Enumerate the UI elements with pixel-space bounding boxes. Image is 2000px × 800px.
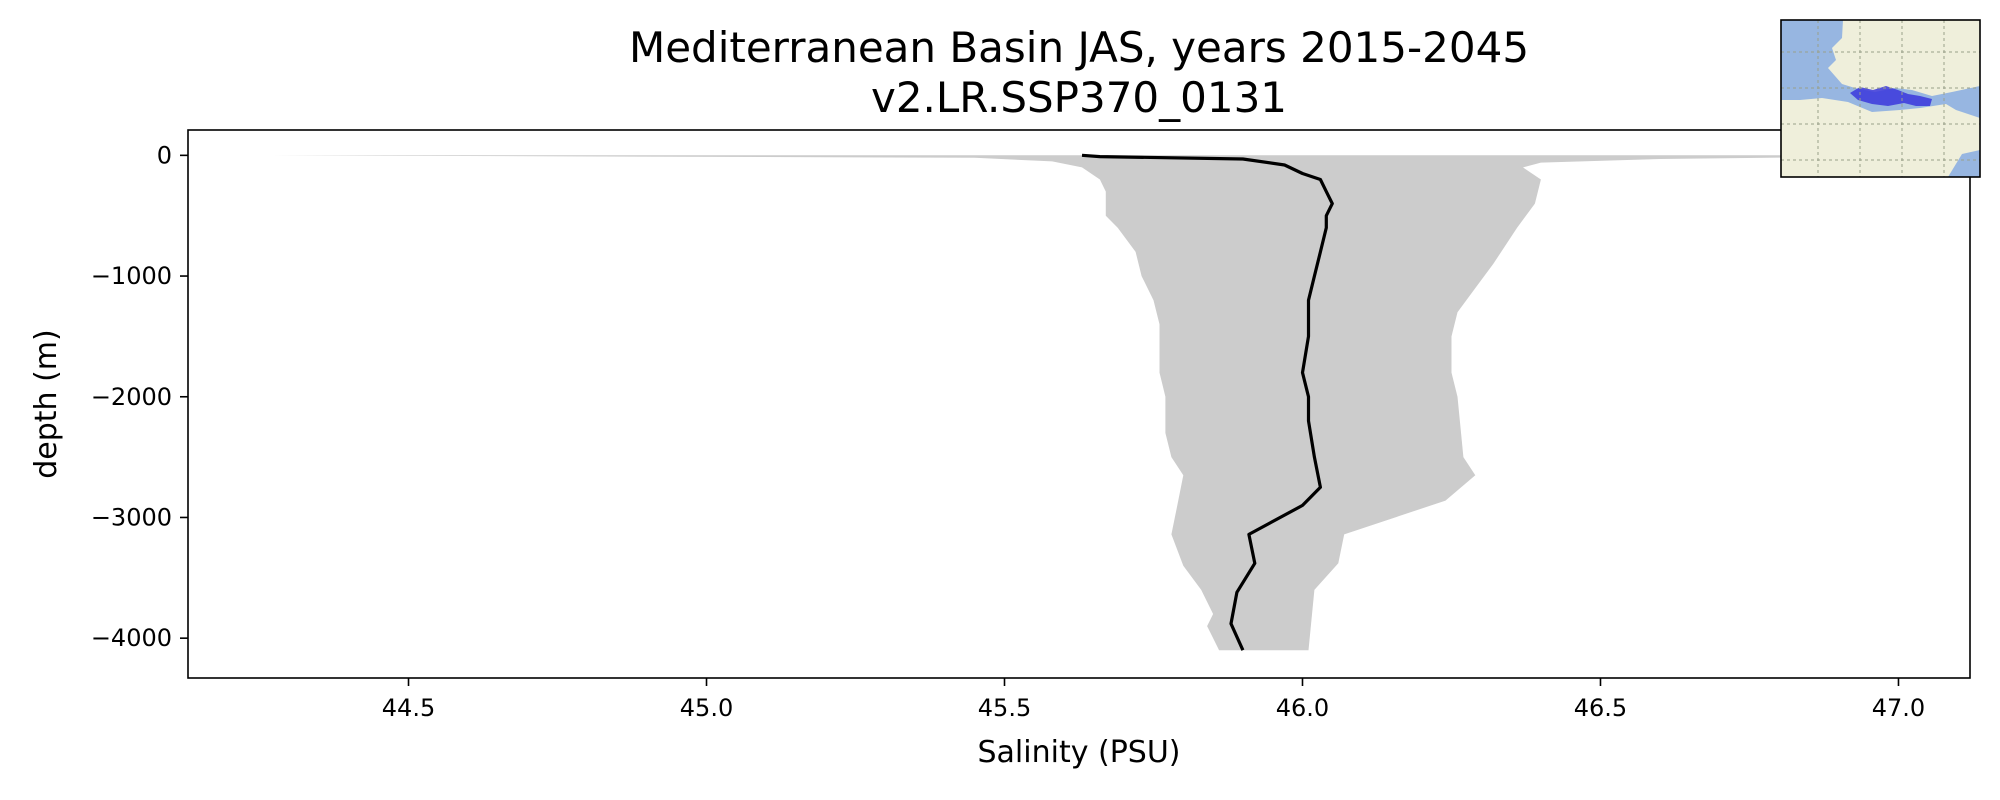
- y-tick-label: −1000: [91, 262, 172, 290]
- inset-map-graticule: [1781, 20, 1980, 177]
- salinity-mean-line-0: [1081, 153, 1334, 651]
- y-tick-label: −3000: [91, 503, 172, 531]
- inset-map-land-africa: [1781, 98, 1980, 177]
- x-tick-label: 45.5: [978, 694, 1031, 722]
- plot-area: [188, 130, 1970, 678]
- x-tick-label: 46.5: [1574, 694, 1627, 722]
- x-tick-label: 45.0: [680, 694, 733, 722]
- inset-map: [1780, 19, 1981, 178]
- inset-map-mediterranean-region: [1850, 86, 1932, 106]
- axes-frame: [187, 129, 1971, 679]
- x-ticks: 44.5 45.0 45.5 46.0 46.5 47.0: [382, 678, 1925, 722]
- y-tick-label: −4000: [91, 624, 172, 652]
- x-tick-label: 44.5: [382, 694, 435, 722]
- x-tick-label: 47.0: [1872, 694, 1925, 722]
- chart-subtitle: v2.LR.SSP370_0131: [871, 73, 1287, 122]
- y-ticks: 0 −1000 −2000 −3000 −4000: [91, 141, 188, 652]
- inset-map-frame: [1780, 19, 1981, 178]
- chart-title: Mediterranean Basin JAS, years 2015-2045: [629, 23, 1529, 72]
- x-tick-label: 46.0: [1276, 694, 1329, 722]
- y-axis-label: depth (m): [29, 329, 64, 479]
- y-tick-label: −2000: [91, 383, 172, 411]
- line-layer: [1081, 153, 1334, 651]
- x-axis-label: Salinity (PSU): [978, 735, 1181, 770]
- y-tick-label: 0: [157, 141, 172, 169]
- inset-map-land-europe: [1828, 20, 1980, 96]
